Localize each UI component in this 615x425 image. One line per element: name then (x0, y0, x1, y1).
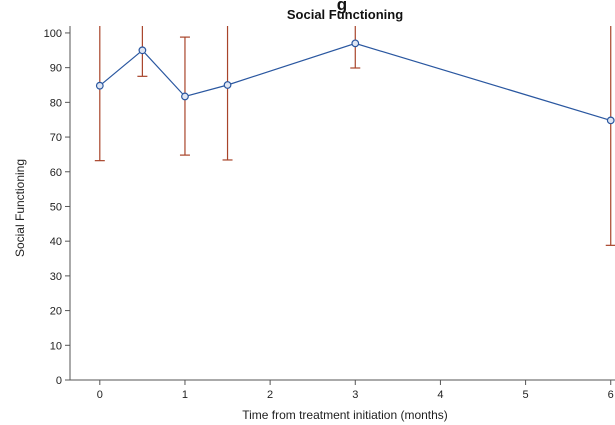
y-tick-label: 40 (50, 236, 62, 248)
y-tick-label: 100 (44, 28, 62, 40)
y-tick-label: 80 (50, 97, 62, 109)
markers (95, 39, 615, 125)
data-point (95, 81, 104, 90)
y-tick-label: 30 (50, 271, 62, 283)
y-tick-label: 10 (50, 340, 62, 352)
y-tick-label: 90 (50, 63, 62, 75)
error-bars (94, 26, 615, 246)
y-tick-label: 70 (50, 132, 62, 144)
x-tick-label: 3 (352, 389, 358, 401)
data-point (606, 116, 615, 125)
data-point (138, 46, 147, 55)
x-tick-label: 5 (523, 389, 529, 401)
x-tick-label: 6 (608, 389, 614, 401)
title-fragment: g (337, 0, 347, 14)
x-tick-label: 0 (97, 389, 103, 401)
chart-title: Social Functioning (287, 7, 403, 22)
data-point (181, 92, 189, 101)
series-line (99, 42, 611, 121)
y-axis-label: Social Functioning (13, 159, 27, 257)
y-tick-label: 60 (50, 167, 62, 179)
x-tick-label: 2 (267, 389, 273, 401)
y-tick-label: 0 (56, 375, 62, 387)
axes: 0 10 20 30 40 50 60 70 80 90 100 0 1 2 3 4 5 6 (44, 26, 615, 401)
y-tick-label: 20 (50, 306, 62, 318)
x-tick-label: 1 (182, 389, 188, 401)
data-point (351, 39, 360, 48)
x-axis-label: Time from treatment initiation (months) (242, 408, 448, 422)
series-polyline (99, 42, 611, 121)
x-tick-label: 4 (437, 389, 443, 401)
data-point (223, 81, 232, 89)
y-tick-label: 50 (50, 201, 62, 213)
